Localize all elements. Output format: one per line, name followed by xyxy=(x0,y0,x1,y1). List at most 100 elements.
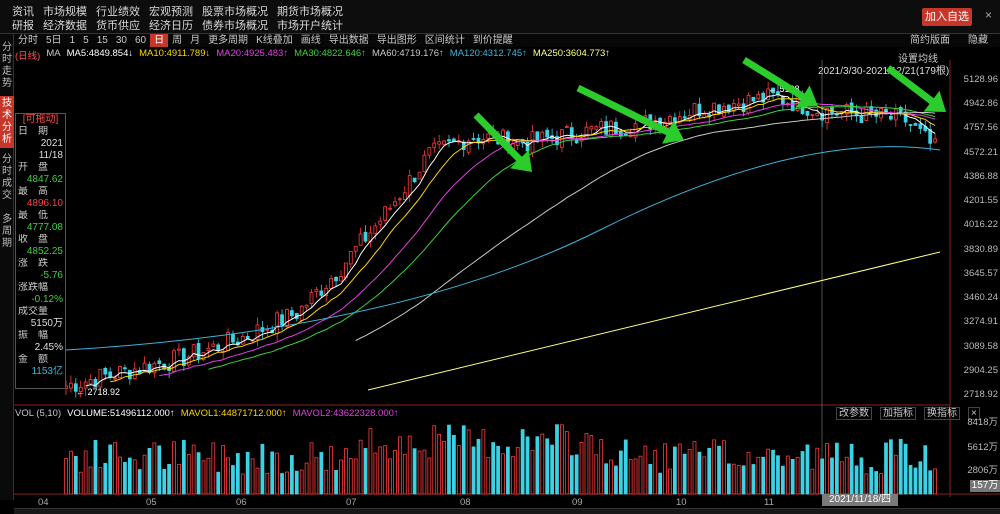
layout-button[interactable]: 隐藏 xyxy=(968,35,988,46)
nav-item[interactable]: 市场开户统计 xyxy=(277,20,343,32)
volume-bar xyxy=(398,436,402,495)
candle-body xyxy=(766,88,771,100)
side-tab[interactable]: 技术分析 xyxy=(0,96,14,148)
info-panel[interactable]: [可拖动] 日 期 2021 11/18 开 盘 4847.62 最 高 4896.10 最 低… xyxy=(15,113,66,389)
period-button[interactable]: 导出图形 xyxy=(376,35,417,46)
volume-bar xyxy=(893,454,898,495)
volume-bar xyxy=(181,439,186,495)
nav-item[interactable]: 货币供应 xyxy=(96,20,140,32)
period-button[interactable]: 日 xyxy=(150,34,169,47)
period-button[interactable]: 30 xyxy=(115,35,127,46)
volume-bar xyxy=(535,436,540,495)
period-button[interactable]: K线叠加 xyxy=(256,35,293,46)
volume-bar xyxy=(358,439,363,495)
volume-bar xyxy=(692,441,697,495)
volume-bar xyxy=(854,465,859,495)
ma-settings-link[interactable]: 设置均线 xyxy=(898,54,938,65)
volume-bar xyxy=(452,435,456,495)
period-button[interactable]: 月 xyxy=(190,35,201,46)
side-tab[interactable]: 分时成交 xyxy=(2,154,12,201)
candle-body xyxy=(206,347,211,351)
nav-item[interactable]: 资讯 xyxy=(12,6,34,18)
volume-bar xyxy=(702,456,707,495)
volume-bar xyxy=(913,467,918,495)
volume-bar xyxy=(614,465,618,495)
candle-body xyxy=(928,129,933,144)
candle-body xyxy=(181,348,186,366)
period-button[interactable]: 分时 xyxy=(18,35,38,46)
volume-bar xyxy=(93,440,98,495)
period-button[interactable]: 60 xyxy=(134,35,147,46)
nav-item[interactable]: 期货市场概况 xyxy=(277,6,343,18)
period-button[interactable]: 5 xyxy=(83,35,89,46)
nav-item[interactable]: 宏观预测 xyxy=(149,6,193,18)
volume-bar xyxy=(668,468,672,495)
period-button[interactable]: 到价提醒 xyxy=(472,35,513,46)
candle-body xyxy=(226,332,230,352)
candle-body xyxy=(402,192,407,200)
volume-bar xyxy=(815,447,820,495)
volume-bar xyxy=(422,449,427,495)
price-tick: 4201.55 xyxy=(963,195,998,207)
indicator-button[interactable]: 改参数 xyxy=(836,407,872,420)
side-tab[interactable]: 分时走势 xyxy=(2,42,12,89)
period-button[interactable]: 周 xyxy=(172,35,183,46)
volume-bar xyxy=(761,456,766,495)
period-button[interactable]: 画线 xyxy=(300,35,321,46)
volume-bar xyxy=(785,455,790,495)
side-tab[interactable]: 多周期 xyxy=(2,214,12,249)
close-icon[interactable]: × xyxy=(984,8,992,22)
period-button[interactable]: 区间统计 xyxy=(424,35,465,46)
candle-body xyxy=(196,343,201,360)
volume-bar xyxy=(874,471,879,495)
volume-bar xyxy=(378,446,383,495)
indicator-button[interactable]: 换指标 xyxy=(924,407,960,420)
period-button[interactable]: 导出数据 xyxy=(328,35,369,46)
volume-bar xyxy=(643,445,648,495)
high-annotation: ← 5128 xyxy=(768,84,800,94)
period-button[interactable]: 更多周期 xyxy=(208,35,249,46)
nav-item[interactable]: 行业绩效 xyxy=(96,6,140,18)
period-button[interactable]: 1 xyxy=(69,35,76,46)
candle-body xyxy=(103,368,108,375)
volume-bar xyxy=(889,439,893,495)
info-value: 5150万 xyxy=(30,318,63,329)
nav-item[interactable]: 股票市场概况 xyxy=(202,6,268,18)
info-value: -5.76 xyxy=(40,270,63,281)
candle-body xyxy=(486,133,491,139)
candle-body xyxy=(677,116,682,124)
volume-bar xyxy=(756,456,761,495)
add-to-watchlist-button[interactable]: 加入自选 xyxy=(922,8,972,26)
candle-body xyxy=(736,103,741,107)
volume-bar xyxy=(741,465,746,495)
candle-body xyxy=(191,344,196,358)
volume-bar xyxy=(879,473,883,495)
nav-item[interactable]: 经济日历 xyxy=(149,20,193,32)
indicator-button[interactable]: × xyxy=(968,407,980,420)
ma-line xyxy=(355,111,936,342)
volume-bar xyxy=(800,451,805,495)
candle-body xyxy=(334,276,338,282)
volume-bar xyxy=(736,465,741,495)
volume-bar xyxy=(353,458,358,495)
month-axis: 04 05 06 07 08 09 10 11 xyxy=(14,497,1000,509)
nav-item[interactable]: 研报 xyxy=(12,20,34,32)
nav-item[interactable]: 市场规模 xyxy=(43,6,87,18)
candle-body xyxy=(692,103,697,116)
info-label: 收 盘 xyxy=(18,234,48,245)
layout-button[interactable]: 简约版面 xyxy=(910,35,950,46)
candle-body xyxy=(388,207,392,210)
volume-bar xyxy=(334,469,338,495)
nav-item[interactable]: 经济数据 xyxy=(43,20,87,32)
period-button[interactable]: 5日 xyxy=(46,35,62,46)
candle-body xyxy=(98,368,103,388)
candle-body xyxy=(118,366,122,379)
price-tick: 4386.88 xyxy=(963,170,998,182)
period-button[interactable]: 15 xyxy=(96,35,108,46)
side-tabs: 分时走势技术分析分时成交多周期 xyxy=(0,34,14,500)
month-label: 07 xyxy=(346,497,357,508)
indicator-button[interactable]: 加指标 xyxy=(880,407,916,420)
candle-body xyxy=(353,245,358,252)
nav-item[interactable]: 债券市场概况 xyxy=(202,20,268,32)
